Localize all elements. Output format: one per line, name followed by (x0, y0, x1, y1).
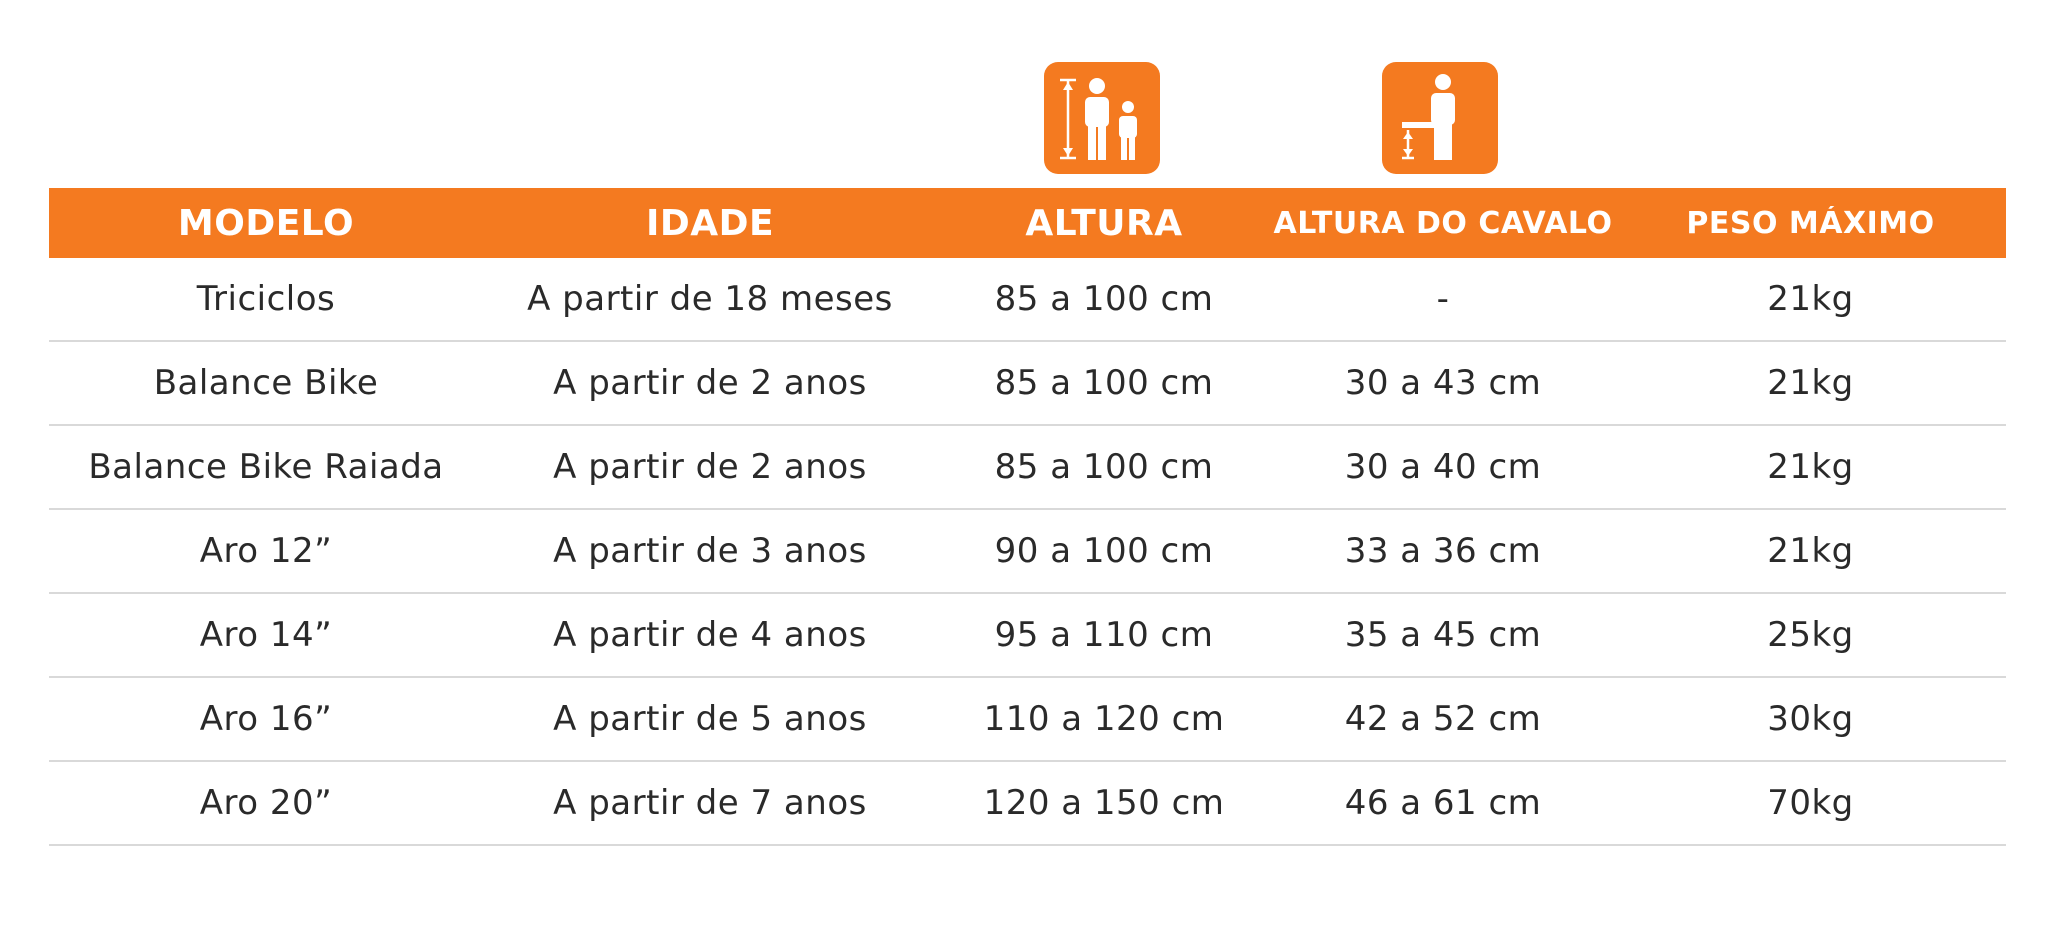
header-altura-do-cavalo: ALTURA DO CAVALO (1273, 205, 1613, 241)
cell-peso-maximo: 21kg (1767, 531, 1854, 571)
cell-altura: 95 a 110 cm (994, 615, 1214, 655)
cell-idade: A partir de 4 anos (553, 615, 867, 655)
cell-peso-maximo: 21kg (1767, 363, 1854, 403)
header-icons (0, 0, 2048, 188)
adult-child-height-icon (1044, 62, 1160, 174)
table-row: Aro 20” A partir de 7 anos 120 a 150 cm … (49, 762, 2006, 846)
cell-idade: A partir de 2 anos (553, 363, 867, 403)
cell-modelo: Balance Bike Raiada (88, 447, 444, 487)
cell-modelo: Aro 20” (199, 783, 333, 823)
inseam-height-icon (1382, 62, 1498, 174)
cell-idade: A partir de 18 meses (527, 279, 893, 319)
header-altura: ALTURA (1025, 202, 1183, 244)
cell-altura-do-cavalo: 35 a 45 cm (1344, 615, 1542, 655)
table-row: Aro 16” A partir de 5 anos 110 a 120 cm … (49, 678, 2006, 762)
cell-altura-do-cavalo: - (1436, 279, 1450, 319)
cell-idade: A partir de 3 anos (553, 531, 867, 571)
cell-peso-maximo: 21kg (1767, 279, 1854, 319)
cell-modelo: Aro 12” (199, 531, 333, 571)
cell-altura-do-cavalo: 42 a 52 cm (1344, 699, 1542, 739)
cell-peso-maximo: 30kg (1767, 699, 1854, 739)
table-row: Balance Bike Raiada A partir de 2 anos 8… (49, 426, 2006, 510)
table-row: Triciclos A partir de 18 meses 85 a 100 … (49, 258, 2006, 342)
table-row: Balance Bike A partir de 2 anos 85 a 100… (49, 342, 2006, 426)
cell-idade: A partir de 7 anos (553, 783, 867, 823)
cell-altura: 85 a 100 cm (994, 363, 1214, 403)
table-row: Aro 12” A partir de 3 anos 90 a 100 cm 3… (49, 510, 2006, 594)
cell-altura: 90 a 100 cm (994, 531, 1214, 571)
table-header: MODELO IDADE ALTURA ALTURA DO CAVALO PES… (49, 188, 2006, 258)
cell-altura-do-cavalo: 30 a 40 cm (1344, 447, 1542, 487)
table-row: Aro 14” A partir de 4 anos 95 a 110 cm 3… (49, 594, 2006, 678)
cell-peso-maximo: 21kg (1767, 447, 1854, 487)
size-table: MODELO IDADE ALTURA ALTURA DO CAVALO PES… (49, 188, 2006, 846)
header-peso-maximo: PESO MÁXIMO (1686, 205, 1935, 241)
cell-modelo: Triciclos (196, 279, 336, 319)
cell-peso-maximo: 25kg (1767, 615, 1854, 655)
cell-altura: 85 a 100 cm (994, 447, 1214, 487)
cell-altura-do-cavalo: 46 a 61 cm (1344, 783, 1542, 823)
cell-modelo: Aro 14” (199, 615, 333, 655)
cell-altura-do-cavalo: 30 a 43 cm (1344, 363, 1542, 403)
header-modelo: MODELO (177, 202, 355, 244)
cell-altura: 110 a 120 cm (983, 699, 1225, 739)
cell-peso-maximo: 70kg (1767, 783, 1854, 823)
header-idade: IDADE (645, 202, 775, 244)
cell-altura: 85 a 100 cm (994, 279, 1214, 319)
cell-modelo: Aro 16” (199, 699, 333, 739)
cell-altura-do-cavalo: 33 a 36 cm (1344, 531, 1542, 571)
cell-idade: A partir de 5 anos (553, 699, 867, 739)
cell-altura: 120 a 150 cm (983, 783, 1225, 823)
cell-modelo: Balance Bike (153, 363, 379, 403)
cell-idade: A partir de 2 anos (553, 447, 867, 487)
